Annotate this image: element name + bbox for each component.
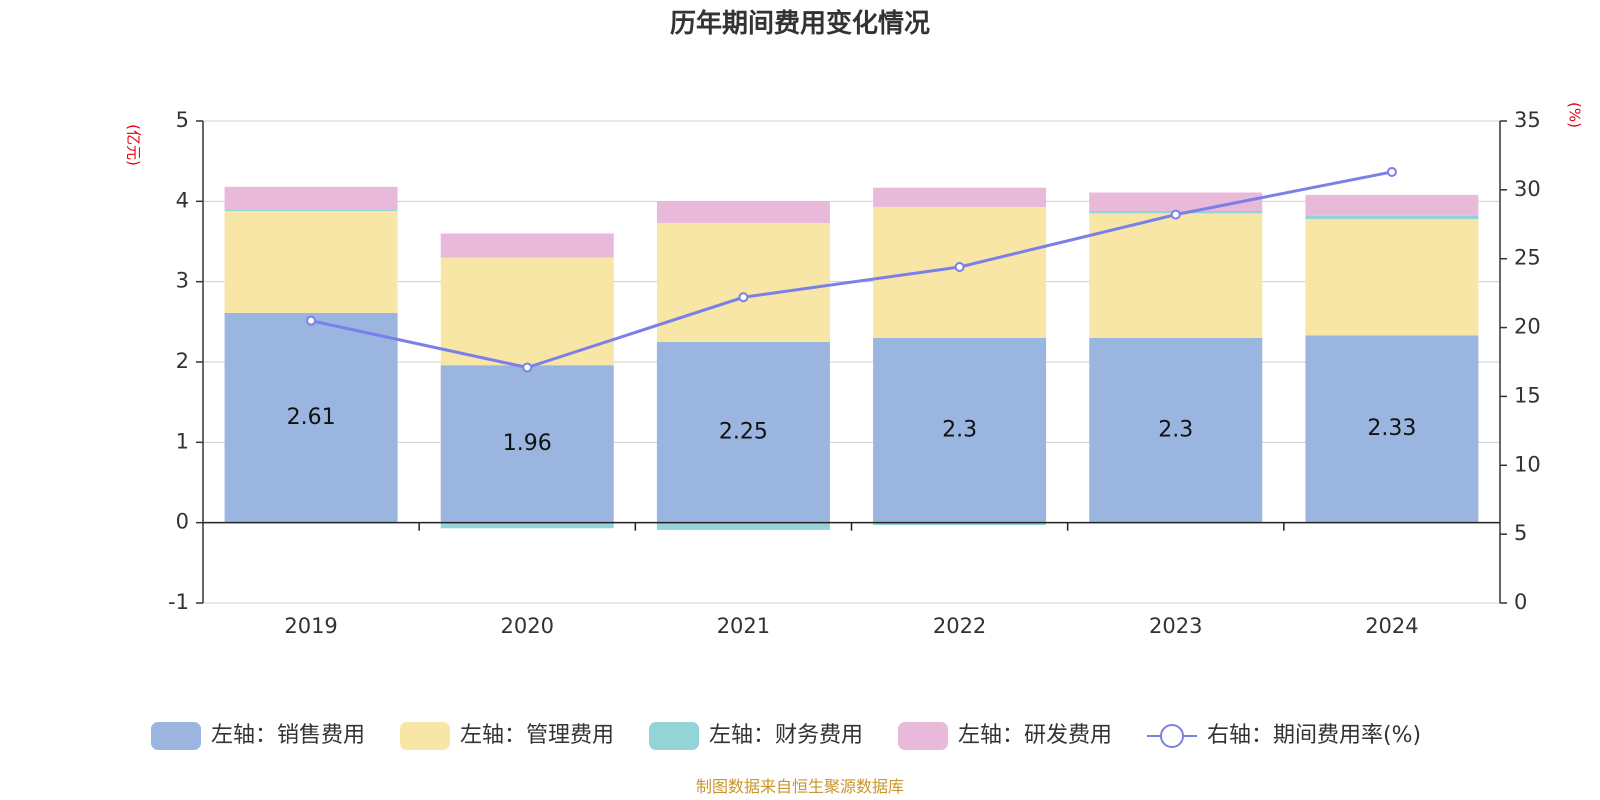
bar-value-label: 1.96 — [503, 431, 552, 456]
x-tick-label: 2022 — [933, 614, 986, 638]
right-tick-label: 0 — [1514, 590, 1527, 614]
bar-segment — [656, 223, 830, 342]
legend-swatch — [898, 722, 948, 750]
rate-point — [954, 261, 965, 272]
legend-swatch — [649, 722, 699, 750]
bar-segment — [440, 365, 614, 523]
rate-point — [738, 292, 749, 303]
bar-segment — [440, 522, 614, 529]
legend-label: 左轴：管理费用 — [460, 723, 614, 748]
bar-segment — [224, 209, 398, 211]
right-tick-label: 30 — [1514, 177, 1541, 201]
bar-segment — [1305, 215, 1479, 220]
right-tick-label: 20 — [1514, 315, 1541, 339]
x-tick-label: 2019 — [284, 614, 337, 638]
left-tick-label: 2 — [176, 349, 189, 373]
source-note: 制图数据来自恒生聚源数据库 — [696, 777, 904, 796]
left-tick-label: 0 — [176, 510, 189, 534]
bar-value-label: 2.33 — [1367, 416, 1416, 441]
bar-segment — [1305, 335, 1479, 523]
bars — [224, 186, 1479, 530]
legend: 左轴：销售费用 左轴：管理费用 左轴：财务费用 左轴：研发费用 右轴：期间费用率(%) — [151, 722, 1421, 750]
bar-value-label: 2.25 — [719, 419, 768, 444]
bar-segment — [656, 201, 830, 224]
bar-segment — [873, 522, 1047, 526]
bar-segment — [656, 522, 830, 530]
bar-segment — [1305, 194, 1479, 216]
rate-point — [522, 362, 533, 373]
left-axis-unit: (亿元) — [125, 124, 143, 166]
right-tick-label: 35 — [1514, 108, 1541, 132]
legend-label: 左轴：销售费用 — [211, 723, 365, 748]
legend-item: 左轴：研发费用 — [898, 722, 1112, 750]
left-tick-label: 3 — [176, 269, 189, 293]
bar-segment — [656, 341, 830, 523]
bar-segment — [873, 187, 1047, 207]
right-tick-label: 25 — [1514, 246, 1541, 270]
bar-segment — [440, 233, 614, 258]
x-tick-label: 2020 — [501, 614, 554, 638]
rate-point — [1386, 166, 1397, 177]
legend-label: 右轴：期间费用率(%) — [1207, 723, 1421, 748]
axes: -1 0 1 2 3 4 5 0 5 10 15 20 25 30 35 2019 2020 2021 2022 20… — [168, 108, 1541, 638]
rate-line-path — [310, 170, 1393, 370]
legend-item: 左轴：销售费用 — [151, 722, 365, 750]
bar-segment — [1089, 213, 1263, 338]
legend-marker — [1160, 724, 1184, 748]
rate-point — [1170, 209, 1181, 220]
legend-swatch — [151, 722, 201, 750]
legend-item: 右轴：期间费用率(%) — [1147, 723, 1421, 748]
bar-segment — [1305, 219, 1479, 336]
left-tick-label: 5 — [176, 108, 189, 132]
legend-item: 左轴：管理费用 — [400, 722, 614, 750]
right-tick-label: 10 — [1514, 452, 1541, 476]
left-tick-label: 1 — [176, 429, 189, 453]
legend-label: 左轴：财务费用 — [709, 723, 863, 748]
right-tick-label: 5 — [1514, 521, 1527, 545]
bar-labels: 2.61 1.96 2.25 2.3 2.3 2.33 — [287, 405, 1417, 456]
bar-segment — [873, 206, 1047, 338]
left-tick-label: -1 — [168, 590, 189, 614]
right-axis-unit: (%) — [1566, 102, 1584, 128]
x-tick-label: 2021 — [717, 614, 770, 638]
bar-value-label: 2.3 — [1158, 417, 1193, 442]
chart-title: 历年期间费用变化情况 — [670, 8, 930, 39]
bar-segment — [224, 312, 398, 523]
bar-segment — [1089, 337, 1263, 523]
x-tick-label: 2023 — [1149, 614, 1202, 638]
bar-value-label: 2.61 — [287, 405, 336, 430]
rate-point — [306, 315, 317, 326]
bar-segment — [224, 186, 398, 210]
right-tick-label: 15 — [1514, 383, 1541, 407]
rate-line — [306, 166, 1397, 373]
bar-segment — [224, 210, 398, 313]
legend-label: 左轴：研发费用 — [958, 723, 1112, 748]
legend-swatch — [400, 722, 450, 750]
bar-segment — [873, 337, 1047, 523]
x-tick-label: 2024 — [1365, 614, 1418, 638]
bar-value-label: 2.3 — [942, 417, 977, 442]
left-tick-label: 4 — [176, 188, 189, 212]
legend-item: 左轴：财务费用 — [649, 722, 863, 750]
